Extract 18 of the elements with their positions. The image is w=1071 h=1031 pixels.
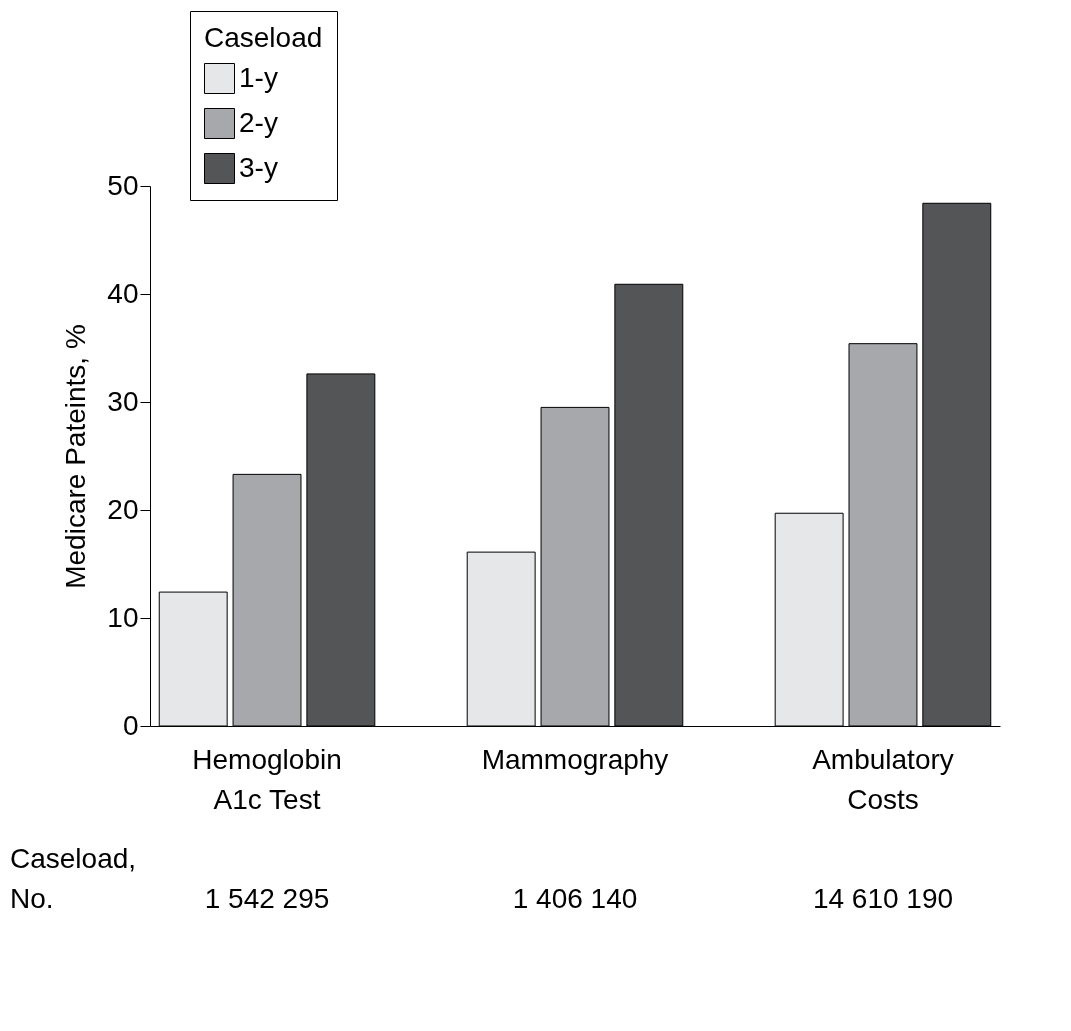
legend-label: 3-y (239, 151, 278, 183)
legend-label: 1-y (239, 61, 278, 93)
text: Caseload, No. (10, 843, 137, 914)
y-tick-label: 50 (107, 169, 139, 201)
x-tick-label: Mammography (481, 743, 669, 775)
text: 14 610 190 (812, 883, 954, 914)
legend-label: 2-y (239, 106, 278, 138)
y-tick-label: 30 (107, 385, 139, 417)
y-tick-label: 40 (107, 277, 139, 309)
y-tick-label: 0 (122, 709, 139, 741)
text: 1 406 140 (512, 883, 638, 914)
y-axis-title: Medicare Pateints, % (60, 324, 92, 589)
text: 1 542 295 (204, 883, 330, 914)
x-tick-label: Ambulatory Costs (812, 743, 954, 815)
y-tick-label: 20 (107, 493, 139, 525)
x-tick-label: Hemoglobin A1c Test (192, 743, 342, 815)
legend-title: Caseload (204, 22, 323, 53)
y-tick-label: 10 (107, 601, 139, 633)
